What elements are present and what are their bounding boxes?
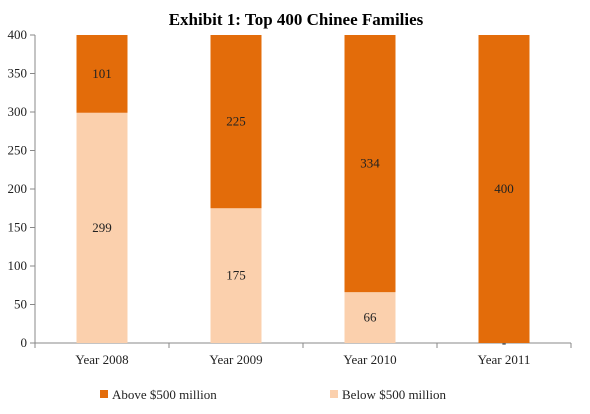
bar-segment (478, 35, 530, 343)
bar-segment (344, 292, 396, 343)
legend-swatch (100, 390, 108, 398)
data-label: 225 (226, 114, 246, 129)
bar-segment (210, 208, 262, 343)
y-tick-label: 200 (8, 181, 28, 196)
data-label: 101 (92, 66, 112, 81)
y-tick-label: 150 (8, 220, 28, 235)
x-tick-label: Year 2010 (343, 352, 396, 367)
y-tick-label: 50 (14, 297, 27, 312)
plot-area: 0 50 100 150 200 250 300 350 400 299 101 Year 2008 1… (8, 27, 572, 367)
y-tick-label: 100 (8, 258, 28, 273)
legend-swatch (330, 390, 338, 398)
chart-title: Exhibit 1: Top 400 Chinee Families (169, 10, 424, 29)
bar-segment (344, 35, 396, 293)
y-tick-label: 0 (21, 335, 28, 350)
x-tick-label: Year 2009 (209, 352, 262, 367)
data-label: 66 (364, 310, 378, 325)
x-tick-label: Year 2008 (75, 352, 128, 367)
legend-label: Below $500 million (342, 387, 447, 402)
y-tick-label: 250 (8, 143, 28, 158)
bar-segment (210, 35, 262, 209)
bar-segment (76, 35, 128, 113)
data-label: 334 (360, 156, 380, 171)
data-label: 175 (226, 268, 246, 283)
x-tick-label: Year 2011 (478, 352, 531, 367)
data-label: 400 (494, 181, 514, 196)
legend: Above $500 million Below $500 million (100, 387, 447, 402)
data-label: 299 (92, 220, 112, 235)
y-tick-label: 350 (8, 66, 28, 81)
legend-label: Above $500 million (112, 387, 217, 402)
bar-segment (76, 112, 128, 344)
y-tick-label: 400 (8, 27, 28, 42)
y-tick-label: 300 (8, 104, 28, 119)
